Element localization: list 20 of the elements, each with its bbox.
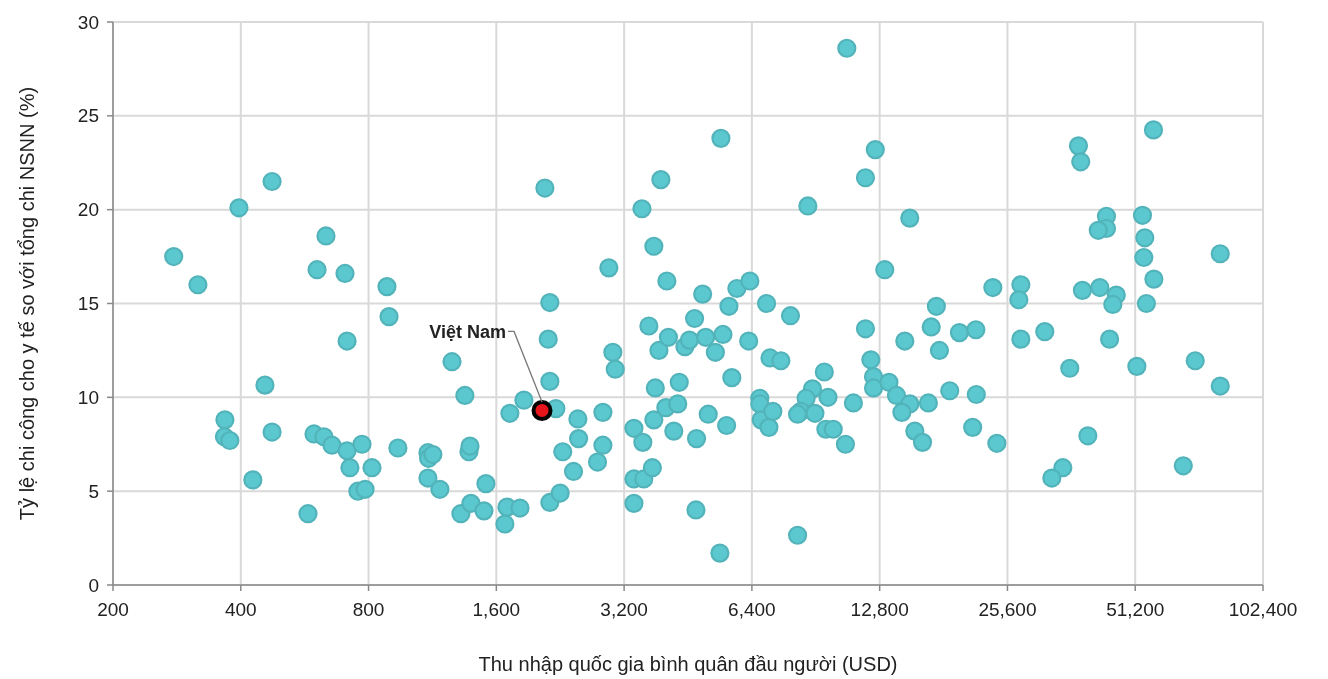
y-tick-label: 15 [77,293,99,315]
y-tick-label: 10 [77,386,99,408]
x-tick-label: 400 [224,599,257,620]
annotation: Việt Nam [429,321,507,342]
x-tick-label: 102,400 [1228,599,1298,620]
y-axis-title: Tỷ lệ chi công cho y tế so với tổng chi NSNN (%) [16,86,38,521]
y-tick-label: 30 [77,11,99,33]
x-tick-label: 3,200 [600,599,648,620]
x-tick-label: 1,600 [472,599,521,620]
y-tick-label: 5 [88,480,99,502]
x-tick-label: 51,200 [1106,599,1165,620]
x-tick-label: 25,600 [978,599,1037,620]
y-tick-label: 0 [88,574,99,596]
x-tick-label: 800 [352,599,385,620]
y-tick-label: 20 [77,199,99,221]
x-tick-label: 200 [97,599,129,620]
x-tick-label: 12,800 [850,599,909,620]
x-tick-label: 6,400 [728,599,776,620]
y-tick-label: 25 [77,105,99,127]
x-axis-title: Thu nhập quốc gia bình quân đầu người (USD) [478,653,898,675]
